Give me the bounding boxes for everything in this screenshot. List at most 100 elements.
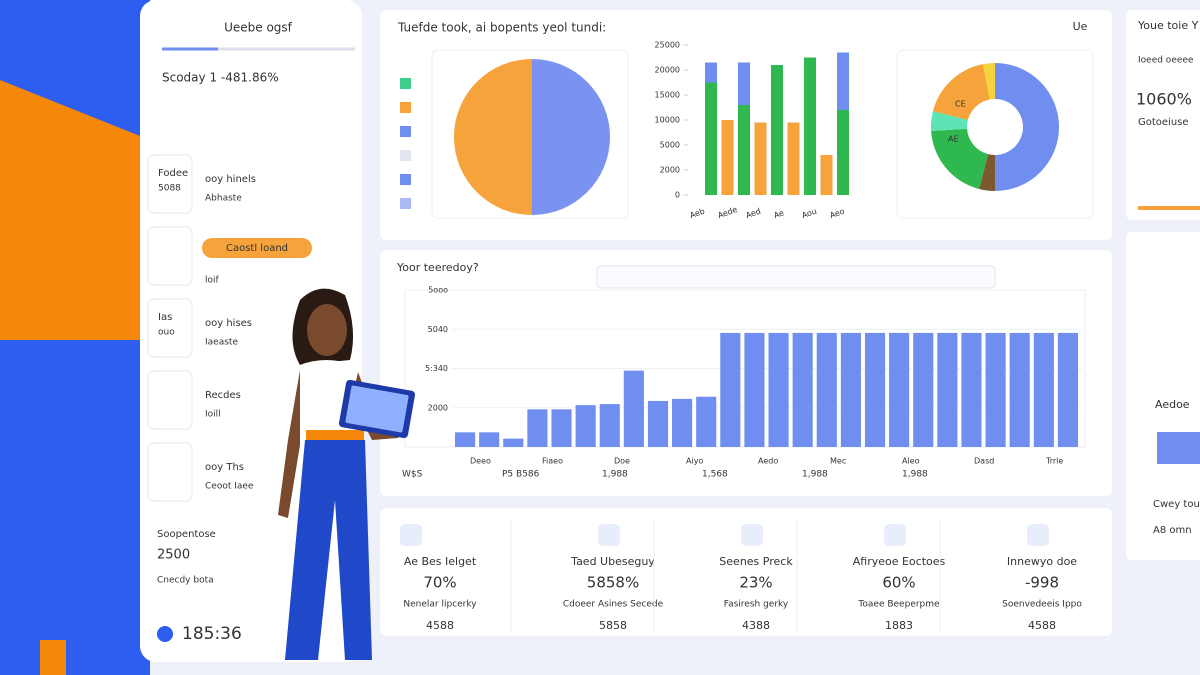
bar [705, 62, 717, 83]
bar [479, 432, 500, 447]
kpi-value: 60% [882, 574, 915, 592]
kpi-title: Innewyo doe [1007, 555, 1077, 568]
bar [820, 155, 833, 195]
kpi-icon [598, 524, 620, 546]
bar [647, 400, 669, 447]
side-title: Youe toie Y [1137, 19, 1199, 32]
kpi-foot: 1883 [885, 619, 913, 632]
legend-swatch [400, 126, 411, 137]
bar [961, 332, 982, 447]
kpi-title: Afiryeoe Eoctoes [853, 555, 946, 568]
x-footer-label: 1,568 [702, 470, 728, 480]
slice [930, 111, 968, 132]
illustration [278, 288, 416, 660]
footer-dot [157, 626, 173, 642]
slice [979, 154, 995, 191]
bar [738, 62, 750, 105]
overview-title: Tuefde took, ai bopents yeol tundi: [397, 21, 606, 35]
bar [937, 332, 958, 447]
bar [696, 396, 717, 447]
footer-label: Soopentose [157, 529, 216, 540]
side-card-3: A8 omn [1153, 525, 1192, 536]
kpi-value: 70% [423, 574, 456, 592]
side-card-2: Cwey tous [1153, 499, 1200, 510]
donut-label: CE [955, 100, 966, 109]
row-detail: Ceoot Iaee [205, 482, 254, 492]
bar [720, 332, 741, 447]
x-footer-label: W$S [402, 470, 423, 480]
bar [1057, 332, 1078, 447]
x-tick-label: Aiyo [686, 457, 703, 466]
y-tick-label: 5:340 [425, 364, 448, 373]
footer-big: 185:36 [182, 624, 242, 644]
bar [1033, 332, 1054, 447]
y-tick-label: 15000 [655, 91, 680, 100]
bar [599, 404, 620, 447]
trend-title: Yoor teeredoy? [396, 261, 479, 274]
y-tick-label: 25000 [655, 41, 680, 50]
bar [837, 110, 849, 195]
row-button-label: Caostl loand [226, 243, 288, 254]
kpi-sub: Nenelar lipcerky [403, 600, 477, 610]
kpi-value: 23% [739, 574, 772, 592]
bar [744, 332, 765, 447]
kpi-value: -998 [1025, 574, 1059, 592]
legend-swatch [400, 150, 411, 161]
y-tick-label: 20000 [655, 66, 680, 75]
x-footer-label: P5 B586 [502, 470, 540, 480]
row-name: ooy hinels [205, 174, 256, 185]
bar [840, 332, 861, 447]
kpi-sub: Toaee Beeperpme [857, 600, 940, 610]
x-tick-label: Aleo [902, 457, 920, 466]
row-icon-box [147, 370, 193, 430]
bar [503, 438, 524, 447]
row-name: ooy hises [205, 318, 252, 329]
bar [551, 409, 572, 447]
side-label: Gotoeiuse [1138, 117, 1189, 128]
bar [672, 398, 693, 447]
kpi-title: Seenes Preck [719, 555, 793, 568]
legend-swatch [400, 174, 411, 185]
bar [527, 409, 548, 447]
slice [931, 128, 989, 189]
side-panel [1126, 10, 1200, 220]
y-tick-label: 2000 [660, 166, 680, 175]
slice [933, 64, 990, 121]
bar [575, 405, 596, 447]
kpi-icon [741, 524, 763, 546]
y-tick-label: 0 [675, 191, 680, 200]
bar [913, 332, 934, 447]
bar [721, 120, 734, 195]
content: Ueebe ogsf Scoday 1 -481.86% Fodee 5088 ooy … [147, 19, 1200, 644]
bar [1009, 332, 1030, 447]
y-tick-label: 10000 [655, 116, 680, 125]
slice [983, 63, 995, 100]
x-tick-label: Ae [772, 208, 785, 220]
footer-value: 2500 [157, 548, 190, 563]
row-icon-box [147, 442, 193, 502]
y-tick-label: 5040 [428, 325, 448, 334]
slice [532, 59, 610, 215]
legend-swatch [400, 198, 411, 209]
slice [454, 59, 532, 215]
kpi-title: Taed Ubeseguy [570, 555, 655, 568]
y-tick-label: 5000 [660, 141, 680, 150]
x-tick-label: Fiaeo [542, 457, 563, 466]
y-tick-label: 5ooo [428, 286, 448, 295]
kpi-icon [884, 524, 906, 546]
bar [864, 332, 886, 447]
bar [816, 332, 837, 447]
x-tick-label: Deeo [470, 457, 491, 466]
row-tag: Fodee [158, 168, 188, 179]
bar [623, 370, 644, 447]
row-icon-box [147, 154, 193, 214]
donut-label: AE [948, 135, 959, 144]
bar [889, 332, 910, 447]
x-tick-label: Dasd [974, 457, 994, 466]
bar [787, 122, 800, 195]
kpi-panel [380, 508, 1112, 636]
row-name: Recdes [205, 390, 241, 401]
bar [754, 122, 767, 195]
bar [705, 82, 717, 195]
